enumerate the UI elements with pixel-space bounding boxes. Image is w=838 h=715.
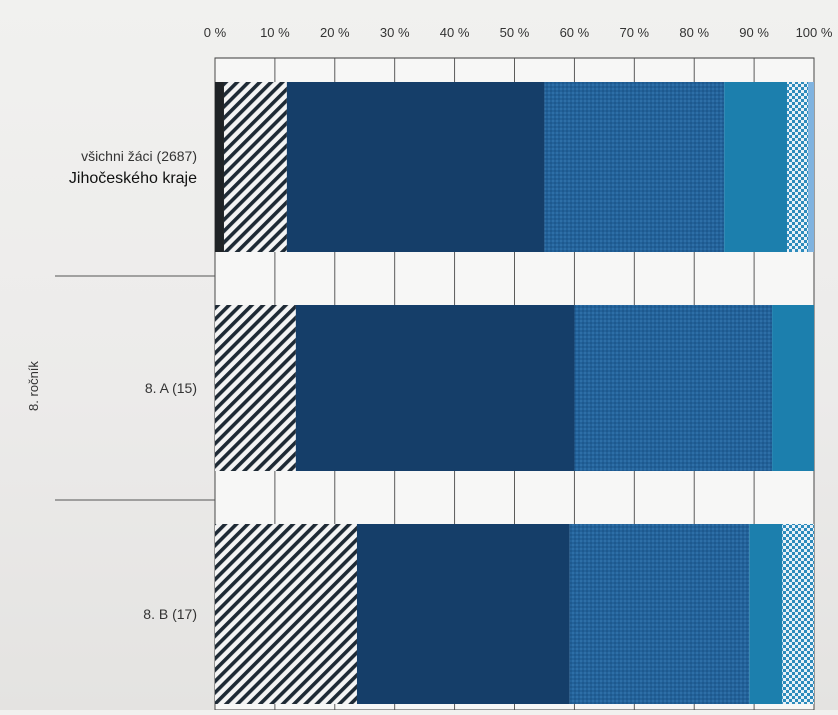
x-tick-label: 70 % — [619, 25, 649, 40]
x-tick-label: 20 % — [320, 25, 350, 40]
bar-segment — [808, 82, 814, 252]
bar-segment — [215, 305, 296, 471]
category-label: všichni žáci (2687) — [81, 148, 197, 164]
group-label: 8. ročník — [26, 361, 41, 411]
bar-segment — [724, 82, 788, 252]
x-tick-label: 40 % — [440, 25, 470, 40]
bar-segment — [215, 82, 224, 252]
bars — [215, 82, 814, 704]
bar-segment — [544, 82, 725, 252]
category-label: Jihočeského kraje — [69, 170, 197, 187]
bar-segment — [215, 524, 357, 704]
x-tick-label: 60 % — [560, 25, 590, 40]
category-label: 8. B (17) — [143, 606, 197, 622]
bar-segment — [295, 305, 575, 471]
bar-segment — [356, 524, 570, 704]
bar-segment — [223, 82, 287, 252]
bar-segment — [772, 305, 814, 471]
labels: 0 % 10 % 20 % 30 % 40 % 50 % 60 % 70 % 80 % 90 % 1… — [26, 25, 833, 622]
x-tick-label: 100 % — [796, 25, 833, 40]
x-tick-label: 10 % — [260, 25, 290, 40]
x-tick-label: 0 % — [204, 25, 227, 40]
x-tick-label: 90 % — [739, 25, 769, 40]
bar-segment — [749, 524, 783, 704]
bar-segment — [787, 82, 809, 252]
bar-segment — [574, 305, 773, 471]
bar-segment — [286, 82, 545, 252]
x-tick-label: 80 % — [679, 25, 709, 40]
category-label: 8. A (15) — [145, 380, 197, 396]
bar-segment — [782, 524, 814, 704]
x-tick-label: 30 % — [380, 25, 410, 40]
x-tick-label: 50 % — [500, 25, 530, 40]
bar-segment — [569, 524, 750, 704]
